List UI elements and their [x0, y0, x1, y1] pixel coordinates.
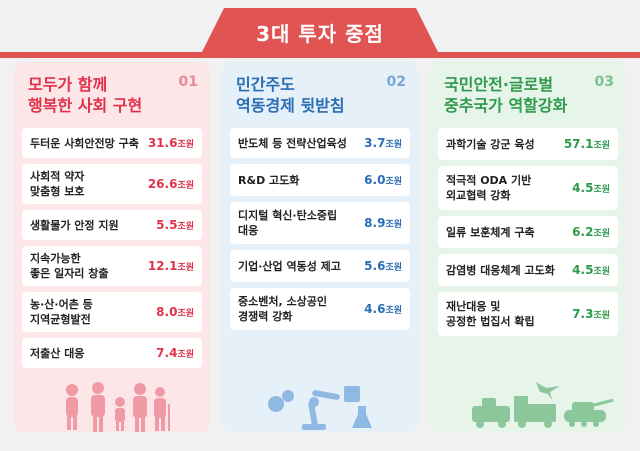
list-item: 지속가능한 좋은 일자리 창출 12.1조원 [22, 246, 202, 286]
list-item: 기업·산업 역동성 제고 5.6조원 [230, 250, 410, 282]
item-label: 반도체 등 전략산업육성 [238, 136, 347, 150]
value-number: 3.7 [364, 136, 386, 150]
list-item: 재난대응 및 공정한 법집서 확립 7.3조원 [438, 292, 618, 336]
item-value: 4.5조원 [572, 263, 610, 277]
item-label: 적극적 ODA 기반 외교협력 강화 [446, 174, 532, 202]
value-number: 7.4 [156, 346, 178, 360]
list-item: 두터운 사회안전망 구축 31.6조원 [22, 128, 202, 158]
value-number: 5.5 [156, 218, 178, 232]
item-value: 12.1조원 [148, 259, 194, 273]
family-icon [66, 382, 170, 432]
item-label: 농·산·어촌 등 지역균형발전 [30, 298, 93, 326]
list-item: 감염병 대응체계 고도화 4.5조원 [438, 254, 618, 286]
list-item: 일류 보훈체계 구축 6.2조원 [438, 216, 618, 248]
item-label: 저출산 대응 [30, 346, 85, 360]
value-number: 6.0 [364, 173, 386, 187]
item-label: 생활물가 안정 지원 [30, 218, 119, 232]
value-number: 12.1 [147, 259, 178, 273]
card-social: 모두가 함께 행복한 사회 구현 01 두터운 사회안전망 구축 31.6조원 … [14, 62, 210, 432]
value-unit: 조원 [177, 181, 194, 191]
item-value: 6.2조원 [572, 225, 610, 239]
item-label: 일류 보훈체계 구축 [446, 225, 535, 239]
value-number: 7.3 [572, 307, 594, 321]
item-label: 기업·산업 역동성 제고 [238, 259, 341, 273]
header-bar [0, 52, 640, 58]
value-number: 8.0 [156, 305, 178, 319]
item-value: 5.5조원 [156, 218, 194, 232]
list-item: 농·산·어촌 등 지역균형발전 8.0조원 [22, 292, 202, 332]
list-item: 과학기술 강군 육성 57.1조원 [438, 128, 618, 160]
card-number: 01 [178, 74, 198, 90]
card-security: 국민안전·글로벌 중추국가 역할강화 03 과학기술 강군 육성 57.1조원 … [430, 62, 626, 432]
item-label: 사회적 약자 맞춤형 보호 [30, 170, 85, 198]
list-item: 생활물가 안정 지원 5.5조원 [22, 210, 202, 240]
value-unit: 조원 [385, 177, 402, 187]
value-number: 57.1 [563, 137, 594, 151]
item-value: 5.6조원 [364, 259, 402, 273]
value-number: 4.5 [572, 181, 594, 195]
item-value: 4.6조원 [364, 302, 402, 316]
value-number: 6.2 [572, 225, 594, 239]
item-label: 과학기술 강군 육성 [446, 137, 535, 151]
military-vehicles-icon [472, 382, 614, 428]
list-item: 디지털 혁신·탄소중립 대응 8.9조원 [230, 202, 410, 244]
value-number: 5.6 [364, 259, 386, 273]
value-unit: 조원 [177, 222, 194, 232]
item-label: 두터운 사회안전망 구축 [30, 136, 139, 150]
value-unit: 조원 [385, 220, 402, 230]
robot-arm-icon [268, 386, 372, 430]
value-number: 4.6 [364, 302, 386, 316]
item-label: 중소벤처, 소상공인 경쟁력 강화 [238, 295, 327, 323]
item-value: 4.5조원 [572, 181, 610, 195]
value-unit: 조원 [177, 140, 194, 150]
value-unit: 조원 [177, 263, 194, 273]
value-unit: 조원 [177, 350, 194, 360]
item-value: 31.6조원 [148, 136, 194, 150]
card-title: 모두가 함께 행복한 사회 구현 [28, 75, 143, 115]
list-item: 반도체 등 전략산업육성 3.7조원 [230, 128, 410, 158]
value-unit: 조원 [593, 229, 610, 239]
value-unit: 조원 [385, 306, 402, 316]
item-value: 3.7조원 [364, 136, 402, 150]
value-unit: 조원 [593, 267, 610, 277]
card-economy: 민간주도 역동경제 뒷받침 02 반도체 등 전략산업육성 3.7조원 R&D … [222, 62, 418, 432]
item-label: R&D 고도화 [238, 173, 300, 187]
item-value: 8.0조원 [156, 305, 194, 319]
value-number: 8.9 [364, 216, 386, 230]
item-value: 57.1조원 [564, 137, 610, 151]
item-value: 26.6조원 [148, 177, 194, 191]
value-unit: 조원 [385, 263, 402, 273]
value-unit: 조원 [593, 141, 610, 151]
value-unit: 조원 [177, 309, 194, 319]
value-unit: 조원 [593, 311, 610, 321]
list-item: 중소벤처, 소상공인 경쟁력 강화 4.6조원 [230, 288, 410, 330]
card-number: 02 [386, 74, 406, 90]
card-title: 국민안전·글로벌 중추국가 역할강화 [444, 75, 568, 115]
list-item: 사회적 약자 맞춤형 보호 26.6조원 [22, 164, 202, 204]
value-unit: 조원 [385, 140, 402, 150]
value-number: 26.6 [147, 177, 178, 191]
value-number: 4.5 [572, 263, 594, 277]
item-label: 감염병 대응체계 고도화 [446, 263, 555, 277]
list-item: 저출산 대응 7.4조원 [22, 338, 202, 368]
list-item: 적극적 ODA 기반 외교협력 강화 4.5조원 [438, 166, 618, 210]
item-value: 7.3조원 [572, 307, 610, 321]
value-unit: 조원 [593, 185, 610, 195]
card-number: 03 [594, 74, 614, 90]
page-title: 3대 투자 중점 [256, 21, 384, 46]
item-value: 7.4조원 [156, 346, 194, 360]
list-item: R&D 고도화 6.0조원 [230, 164, 410, 196]
item-label: 지속가능한 좋은 일자리 창출 [30, 252, 109, 280]
item-value: 8.9조원 [364, 216, 402, 230]
header-tab: 3대 투자 중점 [200, 8, 440, 56]
item-label: 디지털 혁신·탄소중립 대응 [238, 209, 338, 237]
card-title: 민간주도 역동경제 뒷받침 [236, 75, 345, 115]
value-number: 31.6 [147, 136, 178, 150]
item-value: 6.0조원 [364, 173, 402, 187]
item-label: 재난대응 및 공정한 법집서 확립 [446, 300, 535, 328]
